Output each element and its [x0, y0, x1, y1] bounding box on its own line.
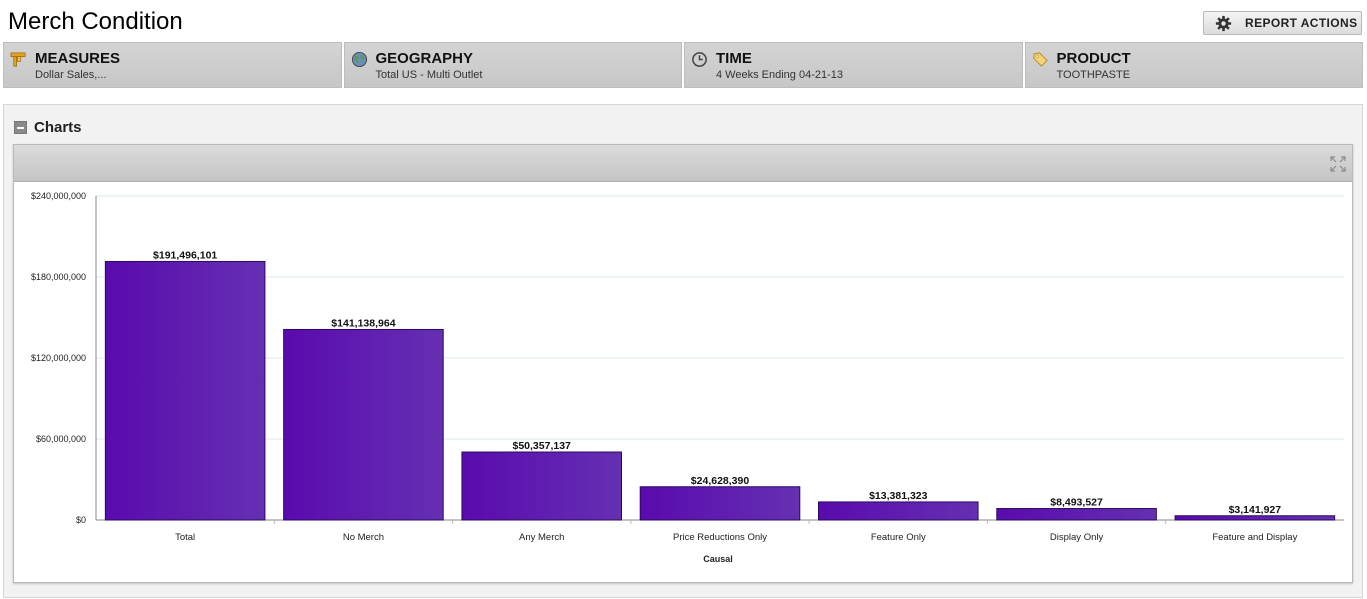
x-tick-label: Feature and Display	[1212, 532, 1297, 543]
bar-chart: $0 $60,000,000 $120,000,000 $180,000,000 $24…	[31, 191, 1344, 564]
bar	[996, 508, 1157, 521]
data-label: $3,141,927	[1229, 504, 1282, 516]
charts-section-label: Charts	[34, 119, 82, 136]
tag-icon	[1032, 52, 1048, 67]
x-tick-label: Any Merch	[519, 532, 564, 543]
y-tick-label: $180,000,000	[31, 272, 86, 282]
clock-icon	[692, 52, 707, 67]
data-label: $8,493,527	[1050, 497, 1103, 509]
globe-icon	[351, 51, 367, 68]
filter-product[interactable]: PRODUCT TOOTHPASTE	[1024, 42, 1363, 88]
filter-measures-value: Dollar Sales,...	[35, 69, 107, 81]
data-label: $24,628,390	[691, 475, 750, 487]
filter-product-value: TOOTHPASTE	[1056, 69, 1131, 81]
x-axis-title: Causal	[703, 554, 733, 564]
charts-header: Charts	[14, 119, 82, 136]
filter-geography-value: Total US - Multi Outlet	[375, 69, 483, 81]
report-actions-label: REPORT ACTIONS	[1245, 16, 1358, 30]
chart-toolbar	[14, 145, 1352, 182]
x-tick-label: No Merch	[343, 532, 384, 543]
bar	[639, 486, 801, 521]
filter-geography-name: GEOGRAPHY	[375, 50, 474, 67]
collapse-charts-button[interactable]	[14, 121, 27, 134]
page-title: Merch Condition	[8, 8, 183, 35]
x-tick-label: Total	[175, 532, 195, 543]
y-tick-label: $0	[76, 515, 86, 525]
bar	[818, 501, 979, 521]
charts-panel: Charts	[3, 104, 1363, 598]
x-tick-label: Price Reductions Only	[673, 532, 767, 543]
gear-icon	[1215, 15, 1232, 31]
filter-geography[interactable]: GEOGRAPHY Total US - Multi Outlet	[343, 42, 682, 88]
filter-bar: MEASURES Dollar Sales,... GEOGRAPHY Tota…	[3, 42, 1363, 88]
bar	[461, 451, 622, 521]
data-label: $13,381,323	[869, 490, 928, 502]
bar	[283, 328, 444, 521]
measures-icon	[10, 52, 26, 67]
y-tick-label: $60,000,000	[36, 434, 86, 444]
report-actions-button[interactable]: REPORT ACTIONS	[1203, 11, 1362, 35]
x-tick-label: Display Only	[1050, 532, 1104, 543]
filter-product-name: PRODUCT	[1056, 50, 1131, 67]
filter-time[interactable]: TIME 4 Weeks Ending 04-21-13	[684, 42, 1023, 88]
filter-time-value: 4 Weeks Ending 04-21-13	[716, 69, 843, 81]
filter-measures[interactable]: MEASURES Dollar Sales,...	[3, 42, 342, 88]
bar	[1174, 515, 1336, 521]
data-label: $141,138,964	[331, 317, 395, 329]
x-tick-label: Feature Only	[871, 532, 926, 543]
chart-container: $0 $60,000,000 $120,000,000 $180,000,000 $24…	[13, 144, 1353, 583]
data-label: $50,357,137	[513, 440, 572, 452]
y-tick-label: $240,000,000	[31, 191, 86, 201]
data-label: $191,496,101	[153, 249, 217, 261]
filter-measures-name: MEASURES	[35, 50, 121, 67]
y-tick-label: $120,000,000	[31, 353, 86, 363]
expand-icon[interactable]	[1330, 156, 1346, 172]
bar	[104, 260, 266, 521]
filter-time-name: TIME	[716, 50, 752, 67]
